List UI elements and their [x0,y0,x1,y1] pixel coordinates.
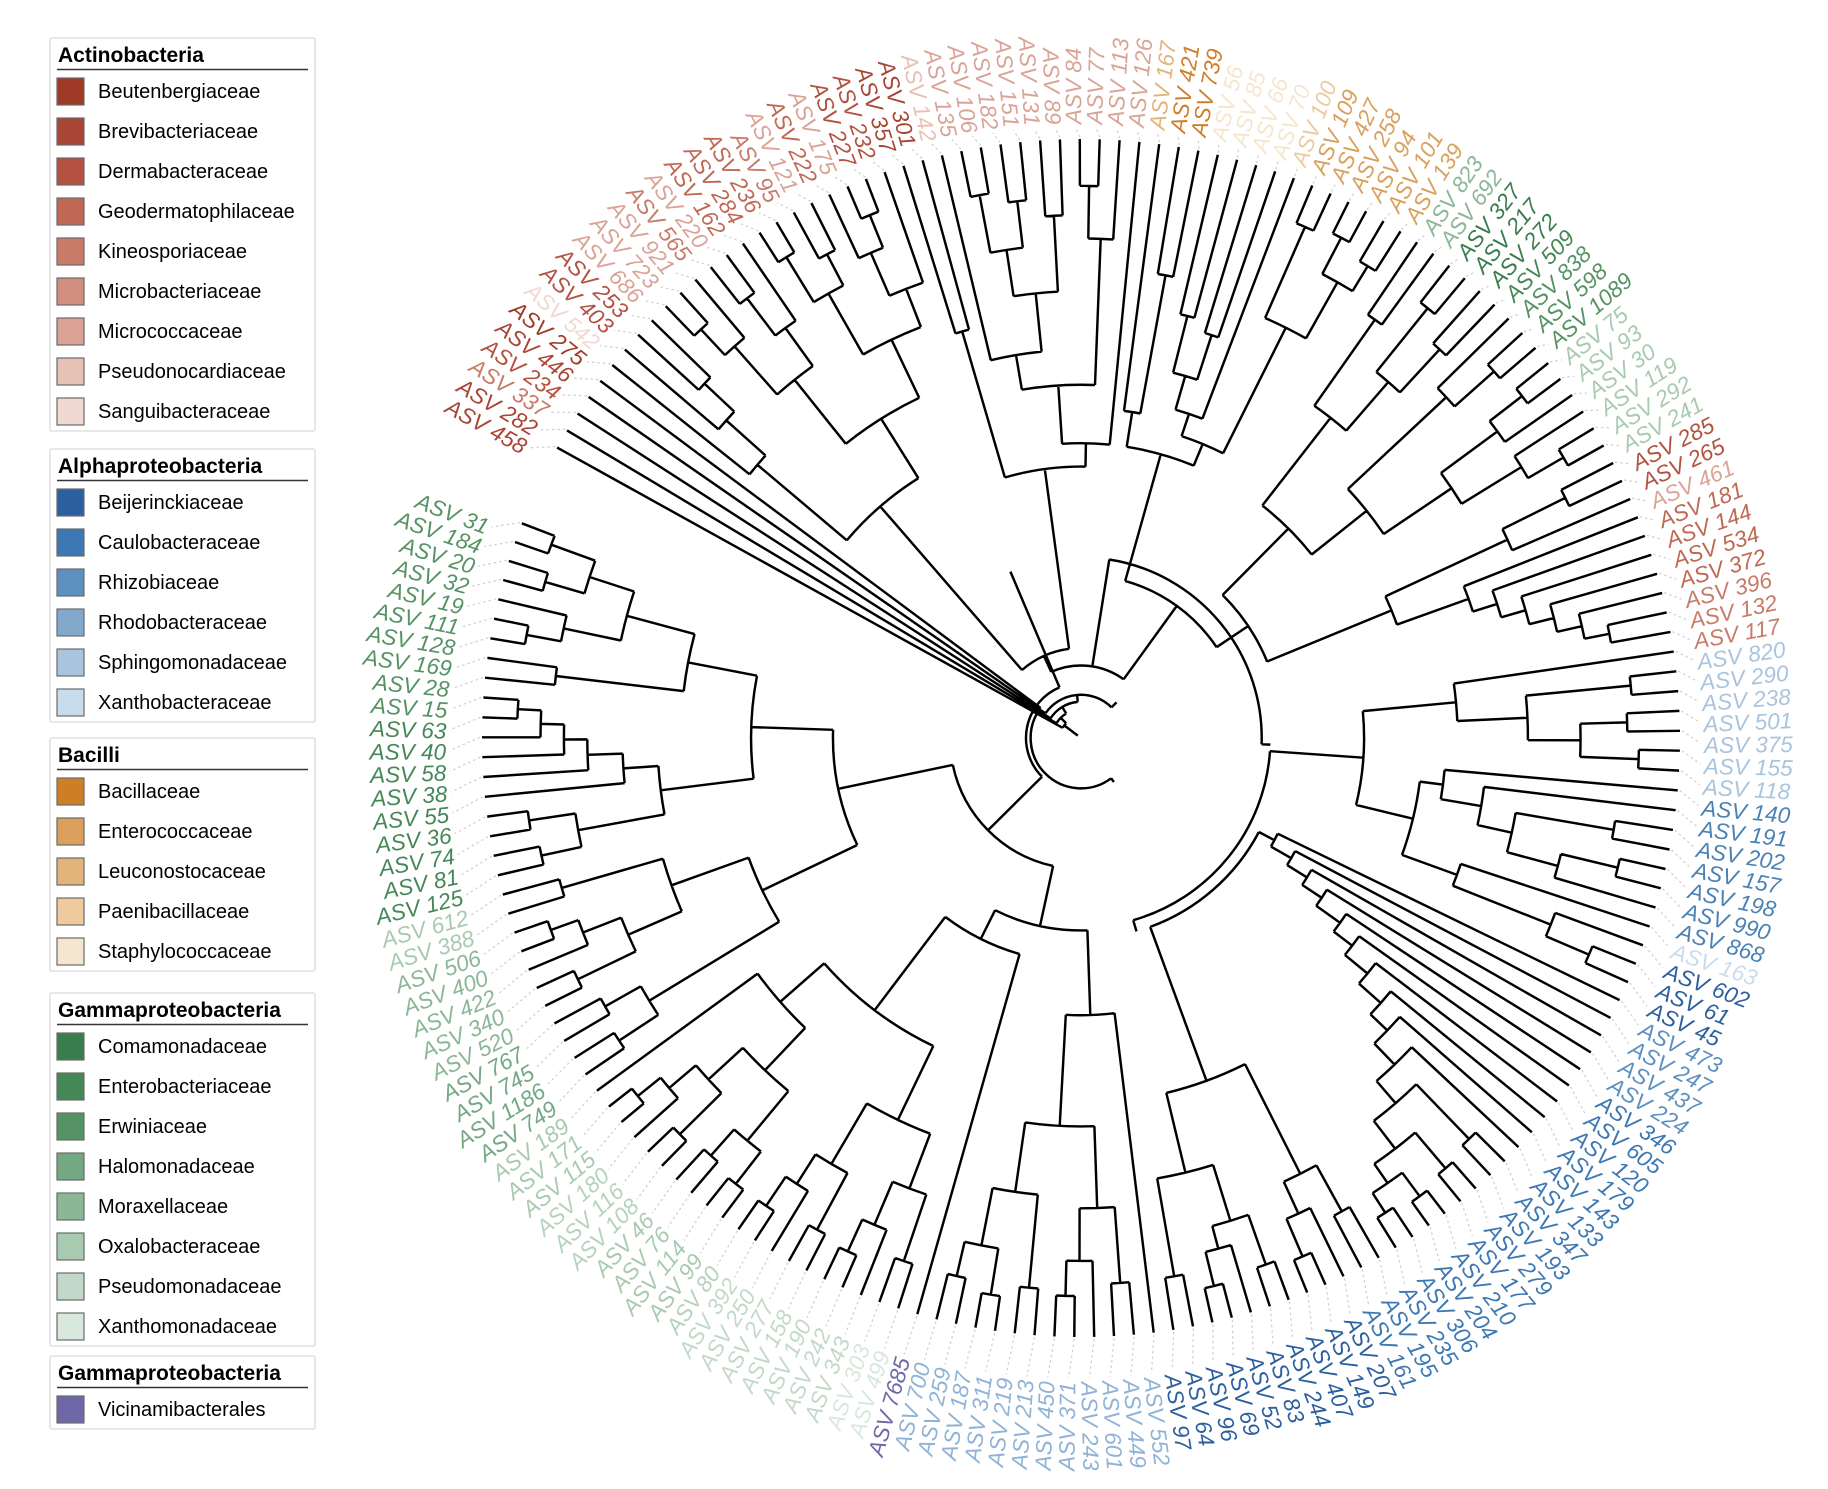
svg-text:Gammaproteobacteria: Gammaproteobacteria [58,1362,281,1385]
svg-text:ASV 89: ASV 89 [1038,46,1066,126]
svg-text:Rhodobacteraceae: Rhodobacteraceae [98,612,267,634]
svg-text:ASV 15: ASV 15 [368,693,448,723]
svg-text:Sphingomonadaceae: Sphingomonadaceae [98,652,287,674]
svg-text:Vicinamibacterales: Vicinamibacterales [98,1399,266,1421]
svg-text:Alphaproteobacteria: Alphaproteobacteria [58,455,263,478]
svg-text:Moraxellaceae: Moraxellaceae [98,1196,228,1218]
svg-text:ASV 40: ASV 40 [368,740,447,765]
svg-text:Geodermatophilaceae: Geodermatophilaceae [98,201,295,223]
svg-text:Bacilli: Bacilli [58,744,120,767]
svg-text:Erwiniaceae: Erwiniaceae [98,1116,207,1138]
svg-text:Gammaproteobacteria: Gammaproteobacteria [58,999,281,1022]
svg-text:ASV 371: ASV 371 [1054,1382,1080,1473]
svg-text:Brevibacteriaceae: Brevibacteriaceae [98,121,258,143]
svg-text:ASV 243: ASV 243 [1076,1380,1103,1472]
svg-text:ASV 601: ASV 601 [1097,1378,1127,1470]
svg-text:ASV 77: ASV 77 [1082,46,1109,127]
svg-text:ASV 113: ASV 113 [1103,37,1134,128]
svg-text:Comamonadaceae: Comamonadaceae [98,1036,267,1058]
svg-text:Micrococcaceae: Micrococcaceae [98,321,243,343]
svg-text:ASV 118: ASV 118 [1700,775,1791,805]
svg-text:ASV 84: ASV 84 [1061,48,1086,126]
svg-text:Xanthobacteraceae: Xanthobacteraceae [98,692,271,714]
svg-text:Oxalobacteraceae: Oxalobacteraceae [98,1236,260,1258]
svg-text:ASV 450: ASV 450 [1031,1380,1060,1472]
svg-text:Dermabacteraceae: Dermabacteraceae [98,161,268,183]
svg-text:ASV 58: ASV 58 [368,761,448,789]
svg-text:Actinobacteria: Actinobacteria [58,44,204,67]
svg-text:Pseudomonadaceae: Pseudomonadaceae [98,1276,281,1298]
svg-text:ASV 63: ASV 63 [368,716,448,744]
svg-text:Enterobacteriaceae: Enterobacteriaceae [98,1076,271,1098]
svg-text:Bacillaceae: Bacillaceae [98,781,200,803]
svg-text:Pseudonocardiaceae: Pseudonocardiaceae [98,361,286,383]
svg-text:Beutenbergiaceae: Beutenbergiaceae [98,81,260,103]
svg-text:ASV 155: ASV 155 [1702,754,1794,781]
svg-text:Kineosporiaceae: Kineosporiaceae [98,241,247,263]
svg-text:Leuconostocaceae: Leuconostocaceae [98,861,266,883]
svg-text:ASV 131: ASV 131 [1013,34,1044,126]
svg-text:Caulobacteraceae: Caulobacteraceae [98,532,260,554]
svg-text:Xanthomonadaceae: Xanthomonadaceae [98,1316,277,1338]
svg-text:ASV 38: ASV 38 [368,781,448,811]
svg-text:Enterococcaceae: Enterococcaceae [98,821,253,843]
svg-text:Sanguibacteraceae: Sanguibacteraceae [98,401,270,423]
svg-text:Paenibacillaceae: Paenibacillaceae [98,901,249,923]
svg-text:Rhizobiaceae: Rhizobiaceae [98,572,219,594]
svg-text:ASV 375: ASV 375 [1702,732,1794,758]
svg-text:Microbacteriaceae: Microbacteriaceae [98,281,261,303]
svg-text:ASV 501: ASV 501 [1701,708,1793,737]
svg-text:Beijerinckiaceae: Beijerinckiaceae [98,492,244,514]
svg-text:Halomonadaceae: Halomonadaceae [98,1156,255,1178]
svg-text:Staphylococcaceae: Staphylococcaceae [98,941,271,963]
